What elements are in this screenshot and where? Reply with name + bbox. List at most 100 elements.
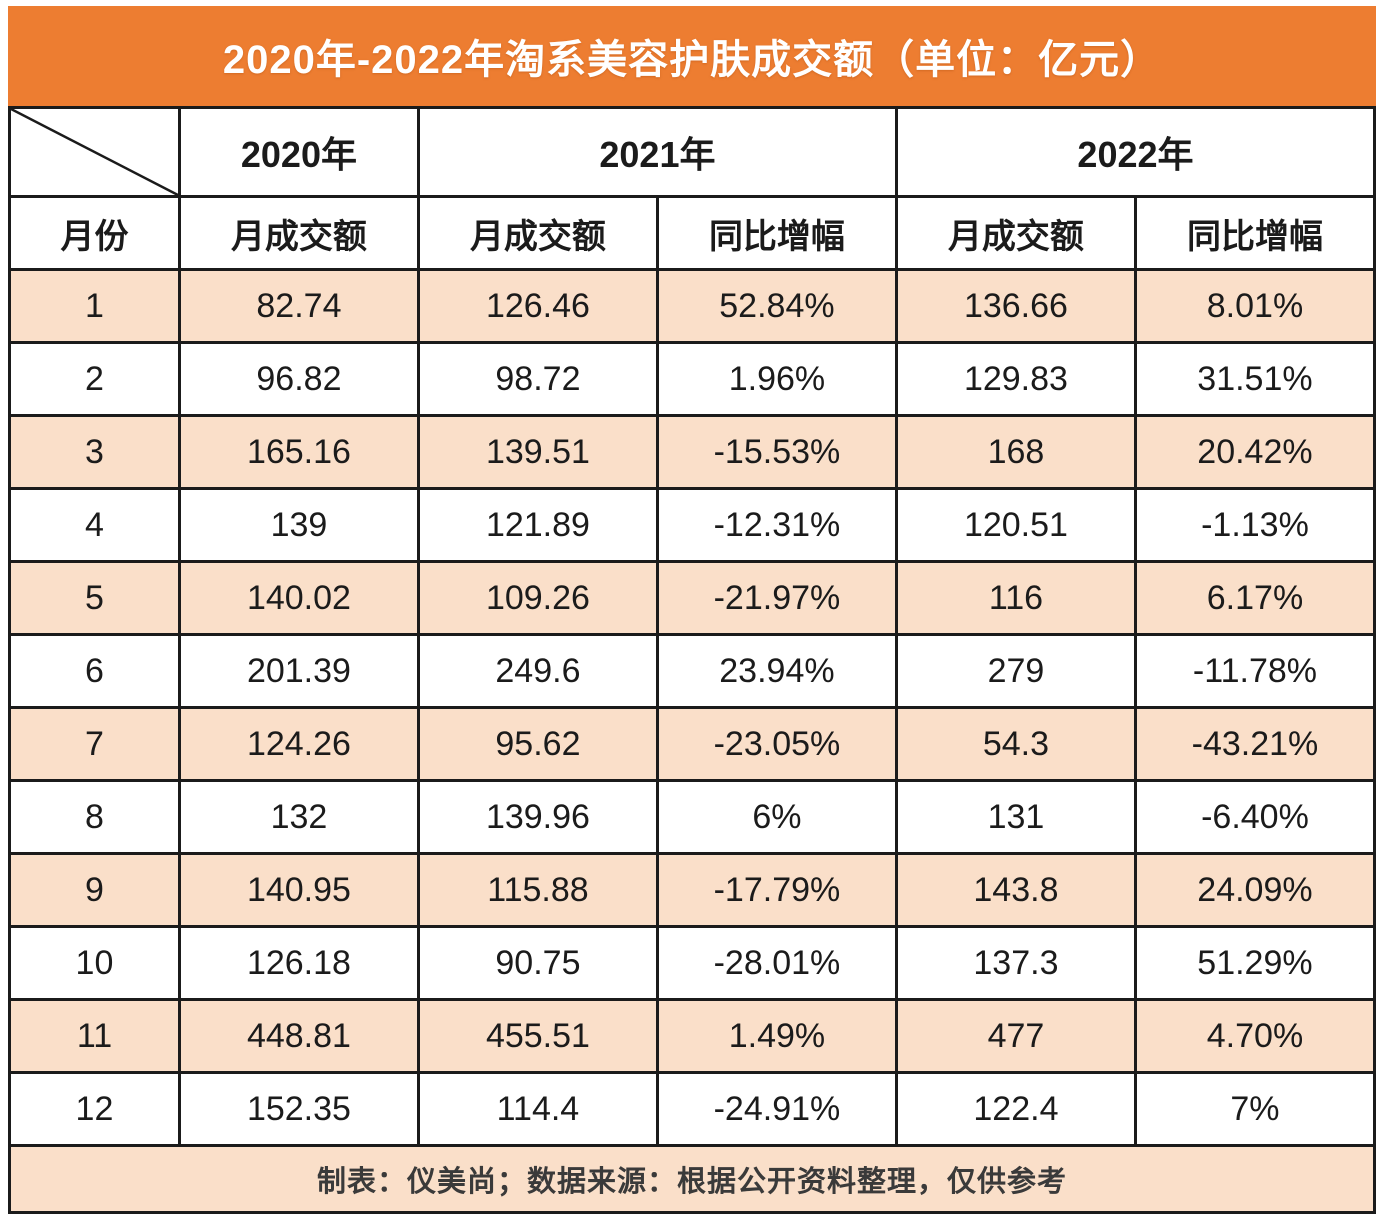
gmv-2022-cell: 143.8 xyxy=(894,852,1137,928)
gmv-2020-cell: 140.95 xyxy=(177,852,420,928)
month-cell: 7 xyxy=(8,706,181,782)
column-header-gmv-2021: 月成交额 xyxy=(416,195,659,271)
table-row-month-12: 12 152.35 114.4 -24.91% 122.4 7% xyxy=(8,1071,1377,1147)
gmv-2020-cell: 448.81 xyxy=(177,998,420,1074)
column-header-gmv-2020: 月成交额 xyxy=(177,195,420,271)
yoy-2022-cell: 4.70% xyxy=(1133,998,1377,1074)
gmv-2020-cell: 140.02 xyxy=(177,560,420,636)
gmv-2020-cell: 132 xyxy=(177,779,420,855)
gmv-2022-cell: 131 xyxy=(894,779,1137,855)
gmv-2021-cell: 98.72 xyxy=(416,341,659,417)
table-row-month-9: 9 140.95 115.88 -17.79% 143.8 24.09% xyxy=(8,852,1377,928)
month-cell: 3 xyxy=(8,414,181,490)
table-header: 2020年 2021年 2022年 月份 月成交额 月成交额 同比增幅 月成交额… xyxy=(8,106,1377,271)
gmv-2022-cell: 120.51 xyxy=(894,487,1137,563)
table-title: 2020年-2022年淘系美容护肤成交额（单位：亿元） xyxy=(8,6,1376,106)
yoy-2021-cell: 1.49% xyxy=(655,998,898,1074)
yoy-2021-cell: 23.94% xyxy=(655,633,898,709)
diagonal-line xyxy=(11,109,178,195)
table-row-month-5: 5 140.02 109.26 -21.97% 116 6.17% xyxy=(8,560,1377,636)
yoy-2022-cell: -1.13% xyxy=(1133,487,1377,563)
table-footer: 制表：仪美尚；数据来源：根据公开资料整理，仅供参考 xyxy=(8,1144,1376,1214)
gmv-2021-cell: 139.51 xyxy=(416,414,659,490)
column-header-month: 月份 xyxy=(8,195,181,271)
footer-row: 制表：仪美尚；数据来源：根据公开资料整理，仅供参考 xyxy=(8,1144,1376,1214)
month-cell: 9 xyxy=(8,852,181,928)
gmv-2021-cell: 90.75 xyxy=(416,925,659,1001)
yoy-2021-cell: -15.53% xyxy=(655,414,898,490)
gmv-2022-cell: 168 xyxy=(894,414,1137,490)
yoy-2021-cell: 1.96% xyxy=(655,341,898,417)
yoy-2022-cell: -43.21% xyxy=(1133,706,1377,782)
yoy-2022-cell: -6.40% xyxy=(1133,779,1377,855)
month-cell: 2 xyxy=(8,341,181,417)
yoy-2022-cell: -11.78% xyxy=(1133,633,1377,709)
gmv-2020-cell: 152.35 xyxy=(177,1071,420,1147)
table-row-month-2: 2 96.82 98.72 1.96% 129.83 31.51% xyxy=(8,341,1377,417)
source-note: 制表：仪美尚；数据来源：根据公开资料整理，仅供参考 xyxy=(8,1144,1376,1214)
year-header-2021: 2021年 xyxy=(416,106,898,198)
table-row-month-4: 4 139 121.89 -12.31% 120.51 -1.13% xyxy=(8,487,1377,563)
yoy-2021-cell: 52.84% xyxy=(655,268,898,344)
column-header-gmv-2022: 月成交额 xyxy=(894,195,1137,271)
table-row-month-7: 7 124.26 95.62 -23.05% 54.3 -43.21% xyxy=(8,706,1377,782)
gmv-2021-cell: 109.26 xyxy=(416,560,659,636)
month-cell: 8 xyxy=(8,779,181,855)
gmv-2021-cell: 115.88 xyxy=(416,852,659,928)
table-body: 1 82.74 126.46 52.84% 136.66 8.01% 2 96.… xyxy=(8,268,1377,1147)
gmv-2021-cell: 126.46 xyxy=(416,268,659,344)
yoy-2022-cell: 7% xyxy=(1133,1071,1377,1147)
month-cell: 12 xyxy=(8,1071,181,1147)
yoy-2021-cell: -24.91% xyxy=(655,1071,898,1147)
yoy-2022-cell: 31.51% xyxy=(1133,341,1377,417)
yoy-2021-cell: -23.05% xyxy=(655,706,898,782)
column-header-yoy-2022: 同比增幅 xyxy=(1133,195,1377,271)
yoy-2021-cell: 6% xyxy=(655,779,898,855)
year-header-2022: 2022年 xyxy=(894,106,1377,198)
gmv-2022-cell: 477 xyxy=(894,998,1137,1074)
month-cell: 1 xyxy=(8,268,181,344)
gmv-2020-cell: 96.82 xyxy=(177,341,420,417)
gmv-2020-cell: 126.18 xyxy=(177,925,420,1001)
gmv-2021-cell: 249.6 xyxy=(416,633,659,709)
yoy-2021-cell: -17.79% xyxy=(655,852,898,928)
table-row-month-10: 10 126.18 90.75 -28.01% 137.3 51.29% xyxy=(8,925,1377,1001)
gmv-2020-cell: 139 xyxy=(177,487,420,563)
gmv-2021-cell: 121.89 xyxy=(416,487,659,563)
gmv-2020-cell: 201.39 xyxy=(177,633,420,709)
gmv-2020-cell: 82.74 xyxy=(177,268,420,344)
gmv-2022-cell: 129.83 xyxy=(894,341,1137,417)
gmv-data-table: 2020年 2021年 2022年 月份 月成交额 月成交额 同比增幅 月成交额… xyxy=(8,106,1377,1214)
yoy-2022-cell: 24.09% xyxy=(1133,852,1377,928)
month-cell: 6 xyxy=(8,633,181,709)
table-row-month-6: 6 201.39 249.6 23.94% 279 -11.78% xyxy=(8,633,1377,709)
gmv-2022-cell: 136.66 xyxy=(894,268,1137,344)
gmv-2021-cell: 95.62 xyxy=(416,706,659,782)
column-header-row: 月份 月成交额 月成交额 同比增幅 月成交额 同比增幅 xyxy=(8,195,1377,271)
gmv-2021-cell: 455.51 xyxy=(416,998,659,1074)
gmv-2022-cell: 116 xyxy=(894,560,1137,636)
month-cell: 11 xyxy=(8,998,181,1074)
gmv-2021-cell: 114.4 xyxy=(416,1071,659,1147)
month-cell: 10 xyxy=(8,925,181,1001)
month-cell: 4 xyxy=(8,487,181,563)
table-row-month-11: 11 448.81 455.51 1.49% 477 4.70% xyxy=(8,998,1377,1074)
gmv-2020-cell: 124.26 xyxy=(177,706,420,782)
table-row-month-1: 1 82.74 126.46 52.84% 136.66 8.01% xyxy=(8,268,1377,344)
gmv-2022-cell: 137.3 xyxy=(894,925,1137,1001)
gmv-2022-cell: 54.3 xyxy=(894,706,1137,782)
gmv-2022-cell: 279 xyxy=(894,633,1137,709)
yoy-2022-cell: 8.01% xyxy=(1133,268,1377,344)
year-header-2020: 2020年 xyxy=(177,106,420,198)
gmv-2021-cell: 139.96 xyxy=(416,779,659,855)
yoy-2022-cell: 6.17% xyxy=(1133,560,1377,636)
yoy-2021-cell: -12.31% xyxy=(655,487,898,563)
yoy-2022-cell: 20.42% xyxy=(1133,414,1377,490)
yoy-2022-cell: 51.29% xyxy=(1133,925,1377,1001)
month-cell: 5 xyxy=(8,560,181,636)
yoy-2021-cell: -21.97% xyxy=(655,560,898,636)
gmv-2020-cell: 165.16 xyxy=(177,414,420,490)
table-row-month-3: 3 165.16 139.51 -15.53% 168 20.42% xyxy=(8,414,1377,490)
yoy-2021-cell: -28.01% xyxy=(655,925,898,1001)
